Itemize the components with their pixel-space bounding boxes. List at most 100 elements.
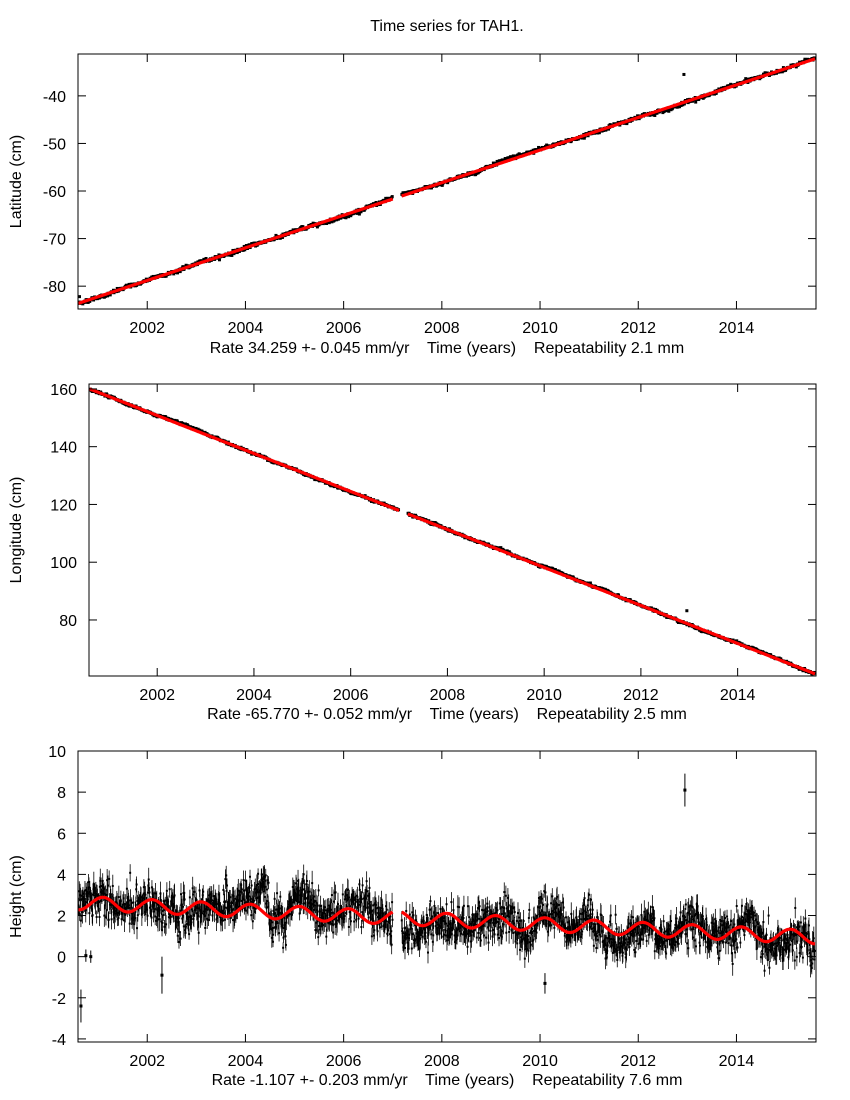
data-point <box>106 879 109 882</box>
data-point <box>365 897 368 900</box>
data-point <box>320 914 323 917</box>
data-point <box>372 919 375 922</box>
data-point <box>511 907 514 910</box>
data-point <box>485 936 488 939</box>
data-point <box>145 903 148 906</box>
data-point <box>250 884 253 887</box>
data-point <box>477 901 480 904</box>
data-point <box>489 917 492 920</box>
data-point <box>344 216 348 220</box>
data-point <box>316 920 319 923</box>
data-point <box>216 916 219 919</box>
data-point <box>335 922 338 925</box>
data-point <box>389 934 392 937</box>
data-point <box>289 902 292 905</box>
data-point <box>449 926 452 929</box>
data-point <box>240 883 243 886</box>
data-point <box>299 893 302 896</box>
data-point <box>207 898 210 901</box>
data-point <box>168 888 171 891</box>
data-point <box>345 894 348 897</box>
data-point <box>516 912 519 915</box>
data-point <box>496 933 499 936</box>
data-point <box>588 581 592 585</box>
data-point <box>442 935 445 938</box>
data-point <box>131 917 134 920</box>
data-point <box>491 935 494 938</box>
data-point <box>88 912 91 915</box>
data-point <box>140 896 143 899</box>
data-point <box>469 940 472 943</box>
data-point <box>485 910 488 913</box>
data-point <box>255 891 258 894</box>
data-point <box>496 909 499 912</box>
data-point <box>147 878 150 881</box>
data-point <box>370 935 373 938</box>
data-point <box>121 903 124 906</box>
data-point <box>176 934 179 937</box>
outlier-point <box>682 72 686 76</box>
data-point <box>288 900 291 903</box>
data-point <box>93 894 96 897</box>
data-point <box>499 907 502 910</box>
data-point <box>507 909 510 912</box>
y-tick-label: -40 <box>43 89 66 106</box>
data-point <box>450 901 453 904</box>
data-point <box>258 889 261 892</box>
data-point <box>433 911 436 914</box>
x-tick-label: 2006 <box>333 687 369 704</box>
data-point <box>321 918 324 921</box>
data-point <box>169 915 172 918</box>
data-point <box>298 901 301 904</box>
data-point <box>414 919 417 922</box>
data-point <box>159 892 162 895</box>
data-point <box>257 872 260 875</box>
data-point <box>173 895 176 898</box>
data-point <box>188 896 191 899</box>
data-point <box>490 910 493 913</box>
data-point <box>224 878 227 881</box>
data-point <box>326 909 329 912</box>
data-point <box>166 901 169 904</box>
data-point <box>510 905 513 908</box>
data-point <box>137 903 140 906</box>
data-point <box>348 911 351 914</box>
data-point <box>405 909 408 912</box>
data-point <box>521 938 524 941</box>
data-point <box>473 919 476 922</box>
data-point <box>486 902 489 905</box>
data-point <box>79 894 82 897</box>
data-point <box>463 932 466 935</box>
data-point <box>143 892 146 895</box>
data-point <box>241 903 244 906</box>
data-point <box>282 946 285 949</box>
x-tick-label: 2014 <box>719 320 755 337</box>
data-point <box>275 921 278 924</box>
fit-line <box>407 512 816 676</box>
data-point <box>423 927 426 930</box>
data-point <box>446 936 449 939</box>
data-point <box>276 892 279 895</box>
data-point <box>336 217 340 221</box>
data-point <box>353 920 356 923</box>
data-point <box>96 893 99 896</box>
data-point <box>332 931 335 934</box>
data-point <box>94 902 97 905</box>
data-point <box>468 929 471 932</box>
data-point <box>401 932 404 935</box>
data-point <box>194 906 197 909</box>
data-point <box>512 906 515 909</box>
data-point <box>185 912 188 915</box>
data-point <box>161 929 164 932</box>
data-point <box>343 914 346 917</box>
data-point <box>255 898 258 901</box>
data-point <box>285 914 288 917</box>
data-point <box>210 893 213 896</box>
data-point <box>186 923 189 926</box>
data-point <box>416 936 419 939</box>
data-point <box>426 951 429 954</box>
data-point <box>449 929 452 932</box>
data-point <box>404 936 407 939</box>
data-point <box>222 888 225 891</box>
data-point <box>527 949 530 952</box>
